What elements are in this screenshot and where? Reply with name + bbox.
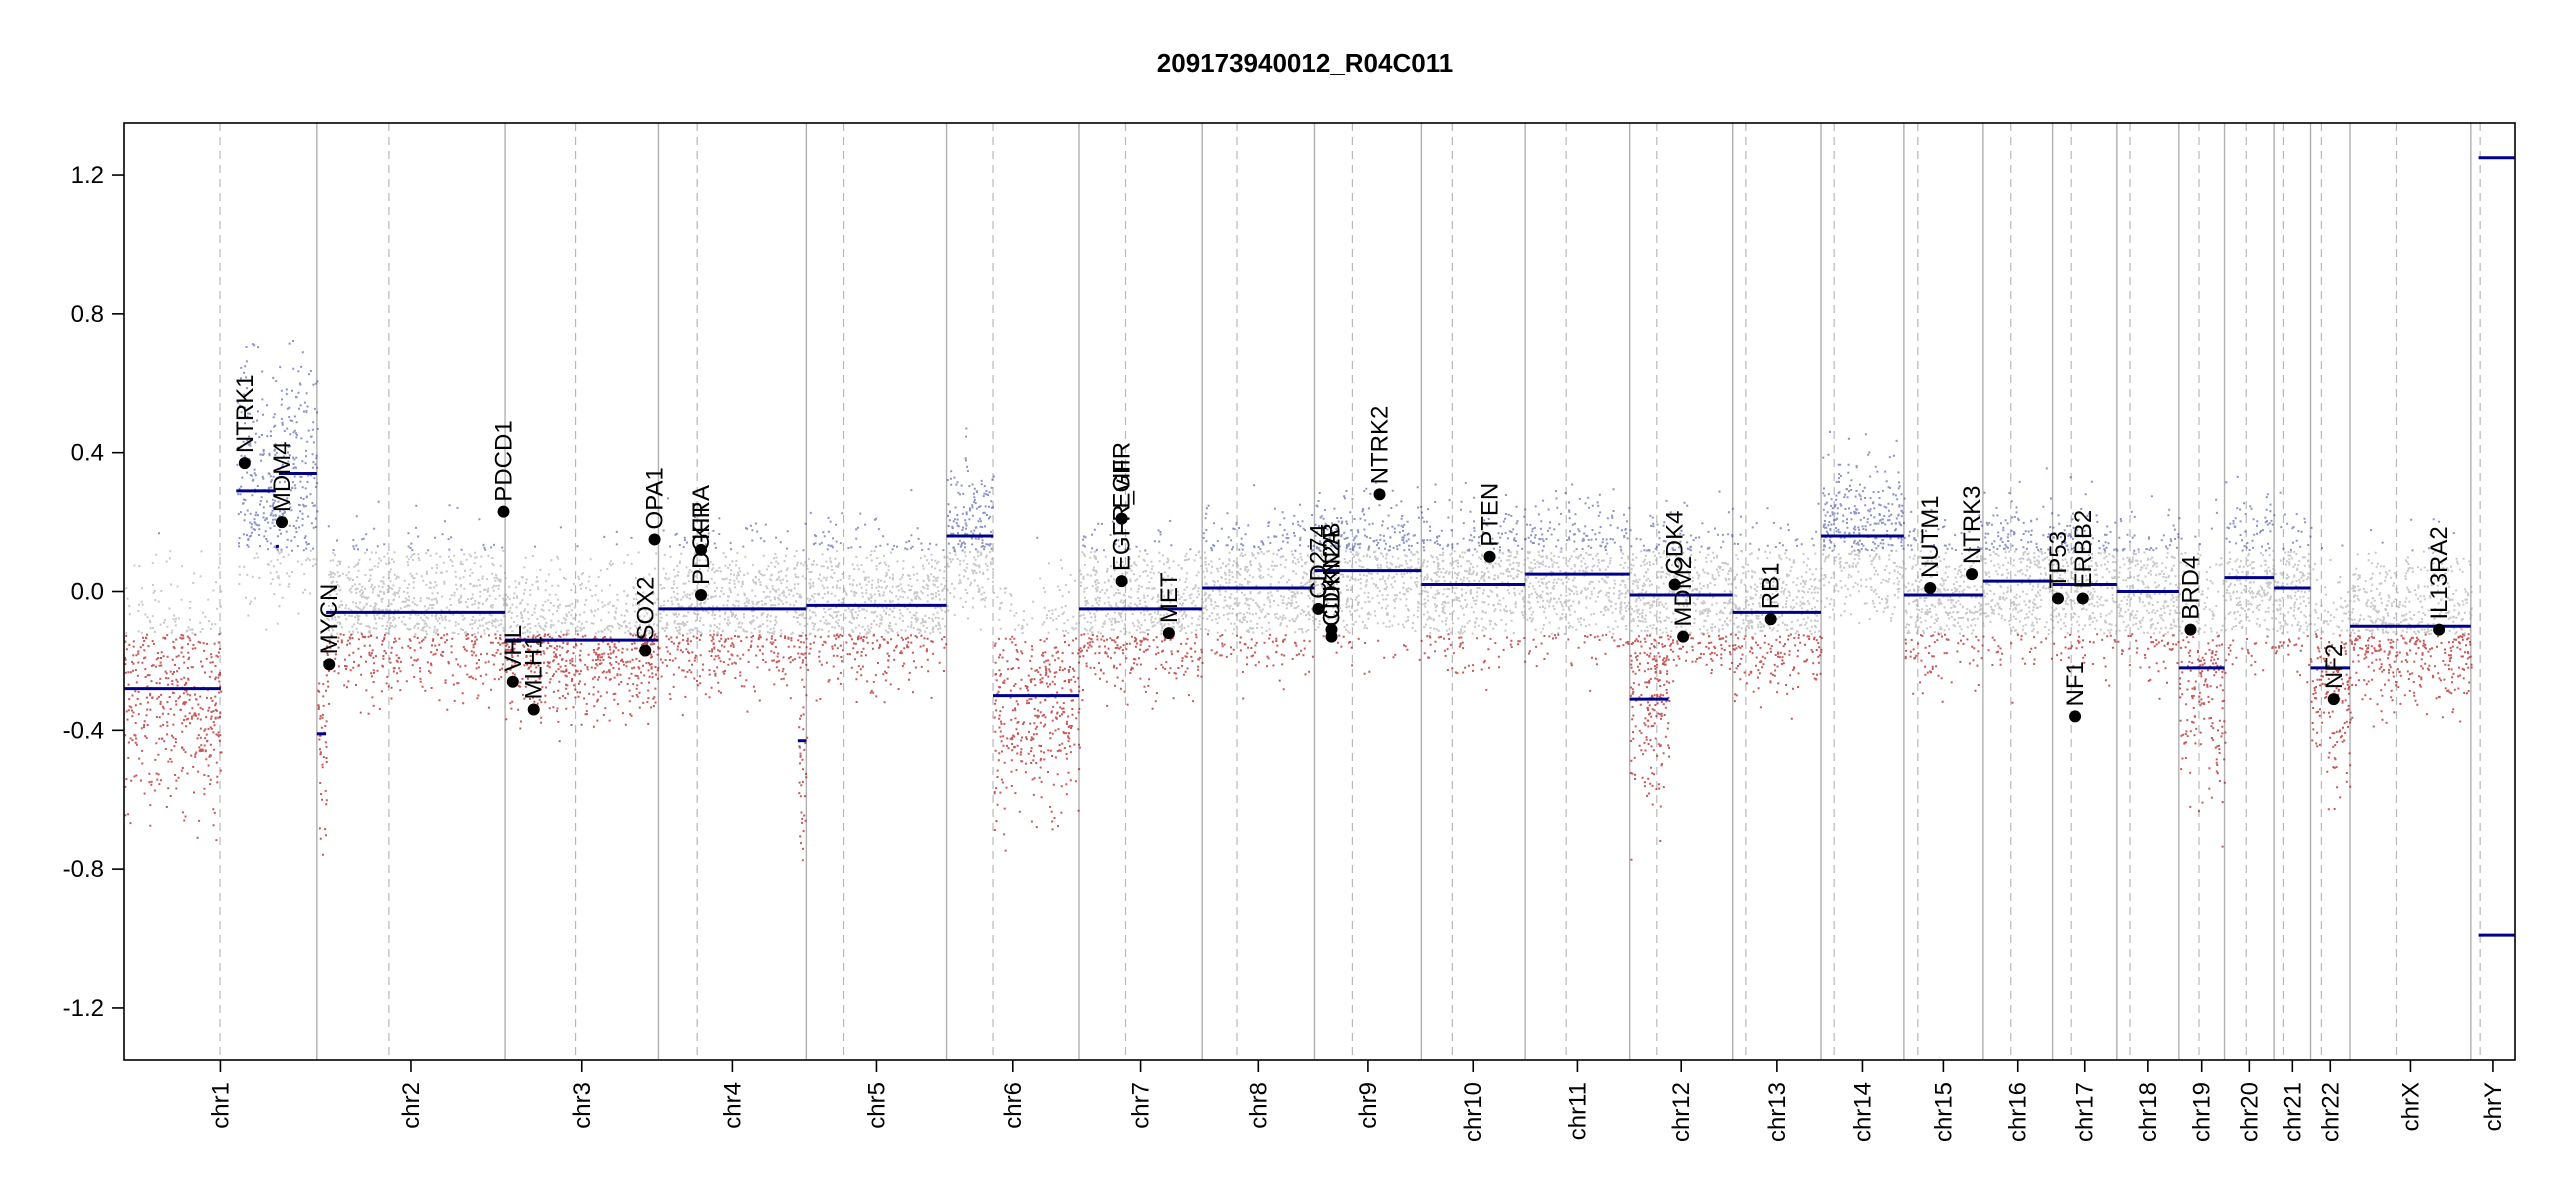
chromosome-label: chr21 (2279, 1082, 2306, 1142)
gene-point (2433, 623, 2446, 636)
gene-label: VHL (500, 625, 527, 672)
gene-label: MYCN (316, 584, 343, 655)
gene-point (639, 644, 652, 657)
gene-label: KIT (688, 502, 715, 540)
y-tick-label: -0.8 (63, 856, 104, 883)
chromosome-label: chr22 (2317, 1082, 2344, 1142)
chromosome-label: chr17 (2072, 1082, 2099, 1142)
gene-label: CDKN2B (1319, 522, 1346, 619)
gene-label: CD274 (1305, 524, 1332, 599)
chromosome-label: chr6 (1000, 1082, 1027, 1129)
gene-point (2052, 592, 2065, 605)
gene-label: NTRK1 (232, 374, 259, 453)
gene-point (1325, 623, 1338, 636)
chromosome-label: chr19 (2189, 1082, 2216, 1142)
gene-point (2184, 623, 2197, 636)
y-tick-label: 0.8 (71, 301, 104, 328)
segments (124, 156, 2515, 937)
gene-label: NF1 (2062, 661, 2089, 706)
gene-label: TP53 (2045, 531, 2072, 588)
chart-title: 209173940012_R04C011 (1157, 48, 1453, 78)
gene-label: CDKN2A (1319, 529, 1346, 626)
gene-label: NTRK2 (1367, 406, 1394, 485)
gene-label: PDGFRA (688, 485, 715, 585)
y-tick-label: -1.2 (63, 995, 104, 1022)
chromosome-label: chr13 (1764, 1082, 1791, 1142)
gene-label: NUTM1 (1917, 495, 1944, 578)
chromosome-label: chr5 (863, 1082, 890, 1129)
gene-point (1966, 568, 1979, 581)
chromosome-label: chr1 (207, 1082, 234, 1129)
gene-label: EGFR (1109, 442, 1136, 509)
gene-point (238, 457, 251, 470)
gene-point (648, 533, 661, 546)
chromosome-label: chr18 (2135, 1082, 2162, 1142)
chromosome-label: chrY (2480, 1082, 2507, 1131)
gene-label: PTEN (1477, 483, 1504, 547)
probe-points-neutral (125, 549, 2473, 636)
gene-point (1764, 613, 1777, 626)
gene-label: MET (1156, 572, 1183, 623)
y-axis: 1.2 0.8 0.4 0.0 -0.4 -0.8 -1.2 (63, 162, 124, 1022)
gene-point (1668, 578, 1681, 591)
gene-label: MLH1 (521, 635, 548, 699)
chromosome-label: chr16 (2005, 1082, 2032, 1142)
chromosome-label: chr4 (719, 1082, 746, 1129)
y-tick-label: 0.4 (71, 440, 104, 467)
gene-point (1162, 627, 1175, 640)
gene-point (1677, 630, 1690, 643)
gene-label: NF2 (2321, 644, 2348, 689)
chromosome-label: chr14 (1849, 1082, 1876, 1142)
probe-points-loss (124, 633, 2473, 862)
gene-point (1373, 488, 1386, 501)
gene-label: MDM4 (269, 441, 296, 512)
gene-label: IL13RA2 (2426, 526, 2453, 619)
gene-label: RB1 (1758, 563, 1785, 610)
y-tick-label: 0.0 (71, 579, 104, 606)
chromosome-label: chr7 (1128, 1082, 1155, 1129)
y-tick-label: -0.4 (63, 717, 104, 744)
gene-point (695, 588, 708, 601)
gene-label: OPA1 (642, 467, 669, 529)
chromosome-label: chr8 (1245, 1082, 1272, 1129)
gene-label: ERBB2 (2070, 510, 2097, 589)
gene-point (1312, 602, 1325, 615)
gene-point (2069, 710, 2082, 723)
chromosome-label: chr10 (1460, 1082, 1487, 1142)
gene-label: SOX2 (632, 576, 659, 640)
chromosome-label: chr3 (569, 1082, 596, 1129)
gene-point (2327, 693, 2340, 706)
gene-label: BRD4 (2177, 556, 2204, 620)
gene-point (1924, 582, 1937, 595)
gene-label: CDK4 (1662, 511, 1689, 575)
x-axis: chr1 chr2 chr3 chr4 chr5 chr6 chr7 chr8 chr9 chr1… (207, 1060, 2507, 1142)
gene-label: EGFR_vIII (1109, 459, 1136, 571)
gene-point (1115, 575, 1128, 588)
gene-point (1483, 550, 1496, 563)
probe-points (124, 340, 2473, 862)
gene-point (527, 703, 540, 716)
gene-point (695, 543, 708, 556)
gene-point (2076, 592, 2089, 605)
chromosome-label: chr12 (1668, 1082, 1695, 1142)
chromosome-label: chrX (2397, 1082, 2424, 1131)
gene-point (276, 516, 289, 529)
chromosome-label: chr15 (1930, 1082, 1957, 1142)
gene-point (323, 658, 336, 671)
chromosome-label: chr20 (2236, 1082, 2263, 1142)
gene-label: MDM2 (1670, 556, 1697, 627)
plot-frame (123, 122, 2516, 1061)
y-tick-label: 1.2 (71, 162, 104, 189)
gene-label: NTRK3 (1959, 485, 1986, 564)
gene-label: PDCD1 (491, 420, 518, 501)
chromosome-label: chr2 (398, 1082, 425, 1129)
gene-point (1115, 512, 1128, 525)
gene-point (497, 505, 510, 518)
chromosome-label: chr11 (1564, 1082, 1591, 1140)
gene-point (506, 675, 519, 688)
chromosome-label: chr9 (1355, 1082, 1382, 1129)
